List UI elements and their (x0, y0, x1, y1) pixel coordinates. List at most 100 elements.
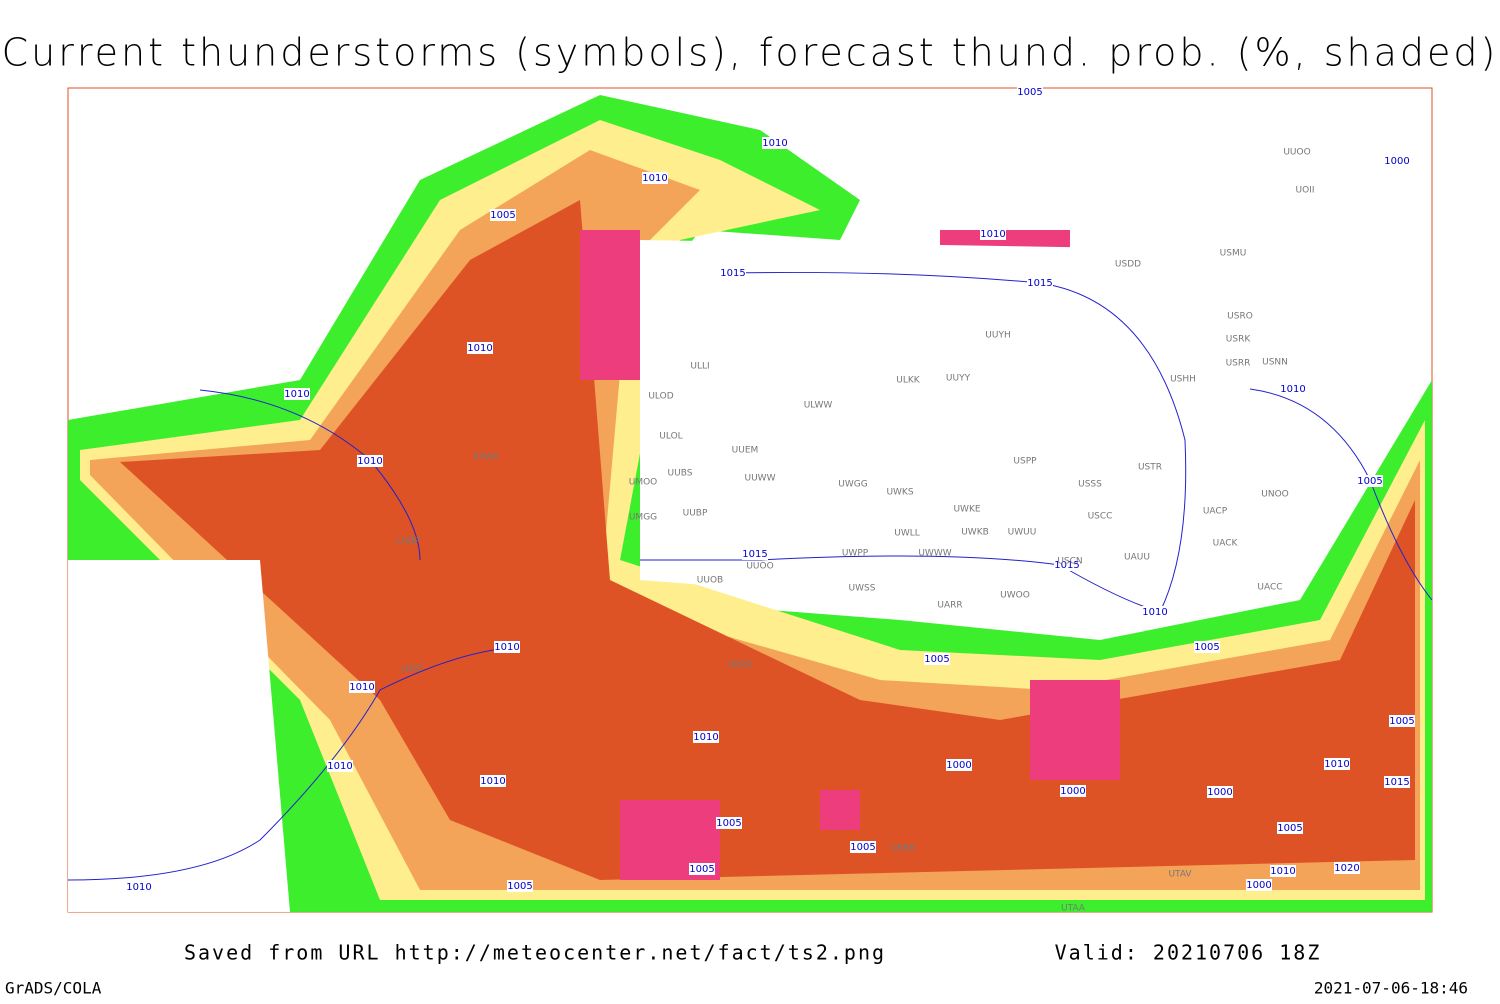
isobar-label: 1015 (720, 268, 745, 279)
isobar-label-bg (642, 172, 668, 184)
station-label: USDD (1115, 260, 1141, 270)
station-label: URRR (727, 661, 752, 671)
station-label: UOII (1296, 186, 1315, 196)
isobar-label-bg (349, 681, 375, 693)
isobar-label-bg (1207, 786, 1233, 798)
isobar-label-bg (1142, 606, 1168, 618)
station-label: UNOO (1261, 490, 1289, 500)
isobar-label: 1005 (924, 654, 949, 665)
isobar-label-bg (480, 775, 506, 787)
isobar-label-bg (720, 267, 746, 279)
isobar-label: 1010 (693, 732, 718, 743)
station-label: UMOO (629, 478, 658, 488)
isobar-label: 1010 (126, 882, 151, 893)
isobar-label: 1010 (1324, 759, 1349, 770)
isobar-label: 1005 (1017, 87, 1042, 98)
isobar-label-bg (1384, 776, 1410, 788)
isobar-label-bg (490, 209, 516, 221)
isobar-label: 1005 (507, 881, 532, 892)
isobar-label-bg (507, 880, 533, 892)
isobar-label: 1010 (284, 389, 309, 400)
station-label: UACP (1203, 507, 1228, 517)
station-label: UWGG (838, 480, 867, 490)
isobar-label-bg (1357, 475, 1383, 487)
station-label: UACC (1257, 583, 1282, 593)
isobar-label-bg (1194, 641, 1220, 653)
isobar-label: 1010 (980, 229, 1005, 240)
station-label: UWKB (961, 528, 989, 538)
isobar-label-bg (1324, 758, 1350, 770)
station-label: UARR (937, 601, 962, 611)
isobar-label-bg (1027, 277, 1053, 289)
isobar-label-bg (494, 641, 520, 653)
station-label: LHBP (396, 537, 420, 547)
station-label: USTR (1138, 463, 1162, 473)
isobar-label: 1015 (1027, 278, 1052, 289)
isobar-label-bg (126, 881, 152, 893)
isobar-label: 1005 (1277, 823, 1302, 834)
source-url: Saved from URL http://meteocenter.net/fa… (184, 941, 886, 965)
station-label: ULKK (896, 376, 921, 386)
isobar-label: 1010 (1142, 607, 1167, 618)
station-label: UBBB (890, 844, 915, 854)
station-label: EPWA (473, 453, 500, 463)
isobar-label-bg (1389, 715, 1415, 727)
isobar-label: 1010 (642, 173, 667, 184)
isobar-label-bg (1054, 559, 1080, 571)
isobar-label-bg (1017, 86, 1043, 98)
isobar-label-bg (467, 342, 493, 354)
title: Current thunderstorms (symbols), forecas… (2, 31, 1499, 75)
isobar-label: 1010 (349, 682, 374, 693)
station-label: USRK (1226, 335, 1252, 345)
station-label: UAUU (1124, 553, 1150, 563)
isobar-label: 1000 (1246, 880, 1271, 891)
isobar-label-bg (1280, 383, 1306, 395)
isobar-label: 1010 (327, 761, 352, 772)
isobar-label: 1010 (1270, 866, 1295, 877)
isobar-label: 1010 (480, 776, 505, 787)
isobar-label-bg (946, 759, 972, 771)
isobar-label: 1005 (1194, 642, 1219, 653)
software: GrADS/COLA (5, 979, 102, 998)
isobar-label: 1010 (1280, 384, 1305, 395)
isobar-label: 1000 (1060, 786, 1085, 797)
station-label: UWWW (918, 549, 951, 559)
station-label: ULWW (804, 401, 833, 411)
station-label: USSS (1078, 480, 1102, 490)
station-label: USMU (1220, 249, 1247, 259)
station-label: LBSF (401, 665, 423, 675)
isobar-label: 1000 (1207, 787, 1232, 798)
isobar-label-bg (1277, 822, 1303, 834)
station-label: UWUU (1008, 528, 1037, 538)
isobar-label-bg (1246, 879, 1272, 891)
isobar-label-bg (1384, 155, 1410, 167)
isobar-label: 1000 (1384, 156, 1409, 167)
isobar-label: 1010 (467, 343, 492, 354)
station-label: UUBP (683, 509, 708, 519)
isobar-label-bg (284, 388, 310, 400)
isobar-label: 1005 (1357, 476, 1382, 487)
station-label: USCN (1057, 557, 1082, 567)
isobar-label: 1015 (742, 549, 767, 560)
station-label: UUEM (732, 446, 759, 456)
station-label: UWOO (1000, 591, 1030, 601)
station-label: UWKE (953, 505, 980, 515)
station-label: UMGG (629, 513, 657, 523)
isobar-labels: 1005 1010 1010 1005 1015 1010 1015 1000 1010 1010… (126, 86, 1415, 893)
isobar-label-bg (327, 760, 353, 772)
timestamp: 2021-07-06-18:46 (1314, 979, 1468, 998)
isobar-label-bg (924, 653, 950, 665)
isobar-label-bg (693, 731, 719, 743)
station-label: USNN (1262, 358, 1288, 368)
isobar-label: 1020 (1334, 863, 1359, 874)
station-label: UTAV (1168, 870, 1192, 880)
isobar-label: 1005 (689, 864, 714, 875)
isobar-label: 1010 (357, 456, 382, 467)
station-label: USPP (1013, 457, 1037, 467)
isobar-label-bg (357, 455, 383, 467)
station-label: ULLI (690, 362, 709, 372)
isobar-label: 1005 (716, 818, 741, 829)
station-label: UACK (1213, 539, 1239, 549)
isobar-label-bg (689, 863, 715, 875)
